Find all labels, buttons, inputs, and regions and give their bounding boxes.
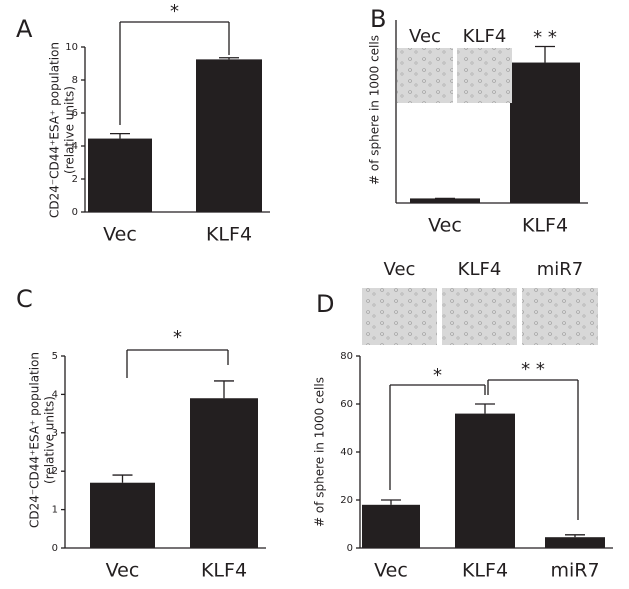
- y-axis-label: CD24⁻CD44⁺ESA⁺ population: [28, 352, 42, 528]
- x-tick-label: miR7: [550, 560, 599, 582]
- y-axis-label: (relative units): [43, 396, 57, 484]
- y-axis-label: (relative units): [63, 86, 77, 174]
- inset-image: [457, 48, 512, 103]
- bar: [545, 537, 605, 548]
- inset-label: Vec: [384, 259, 416, 280]
- x-tick-label: Vec: [374, 560, 408, 582]
- inset-image: [397, 48, 453, 103]
- bar: [510, 62, 580, 203]
- inset-label: KLF4: [463, 26, 507, 47]
- significance: *: [173, 327, 182, 348]
- significance: * *: [533, 27, 557, 48]
- significance: *: [433, 365, 442, 386]
- bar: [196, 59, 262, 212]
- inset-label: Vec: [409, 26, 441, 47]
- x-tick-label: Vec: [103, 224, 137, 246]
- inset-label: miR7: [537, 259, 584, 280]
- y-tick-label: 0: [72, 207, 78, 218]
- y-tick-label: 8: [72, 75, 78, 86]
- y-tick-label: 0: [347, 543, 353, 554]
- y-tick-label: 4: [72, 141, 78, 152]
- panel-letter: D: [316, 290, 334, 318]
- inset-image: [442, 288, 517, 345]
- y-axis-label: # of sphere in 1000 cells: [313, 377, 327, 527]
- y-tick-label: 4: [52, 389, 58, 400]
- inset-image: [362, 288, 437, 345]
- y-tick-label: 6: [72, 108, 78, 119]
- y-tick-label: 20: [340, 495, 353, 506]
- bar: [455, 413, 515, 548]
- panel-letter: A: [16, 15, 33, 43]
- y-tick-label: 40: [340, 447, 353, 458]
- y-tick-label: 60: [340, 399, 353, 410]
- y-tick-label: 5: [52, 351, 58, 362]
- y-tick-label: 2: [52, 466, 58, 477]
- inset-image: [522, 288, 598, 345]
- y-tick-label: 10: [65, 42, 78, 53]
- y-tick-label: 2: [72, 174, 78, 185]
- y-axis-label: CD24⁻CD44⁺ESA⁺ population: [48, 42, 62, 218]
- y-tick-label: 3: [52, 428, 58, 439]
- bar: [190, 398, 258, 548]
- bar: [88, 138, 152, 212]
- bar: [362, 504, 420, 548]
- inset-label: KLF4: [458, 259, 502, 280]
- x-tick-label: KLF4: [462, 560, 508, 582]
- y-axis-label: # of sphere in 1000 cells: [368, 35, 382, 185]
- bar: [90, 482, 155, 548]
- panel-letter: C: [16, 285, 33, 313]
- x-tick-label: KLF4: [522, 215, 568, 237]
- bar: [410, 198, 480, 203]
- y-tick-label: 0: [52, 543, 58, 554]
- significance: *: [170, 1, 179, 22]
- x-tick-label: KLF4: [206, 224, 252, 246]
- y-tick-label: 80: [340, 351, 353, 362]
- x-tick-label: Vec: [106, 560, 140, 582]
- significance: * *: [521, 359, 545, 380]
- x-tick-label: Vec: [428, 215, 462, 237]
- x-tick-label: KLF4: [201, 560, 247, 582]
- panel-letter: B: [370, 5, 386, 33]
- y-tick-label: 1: [52, 505, 58, 516]
